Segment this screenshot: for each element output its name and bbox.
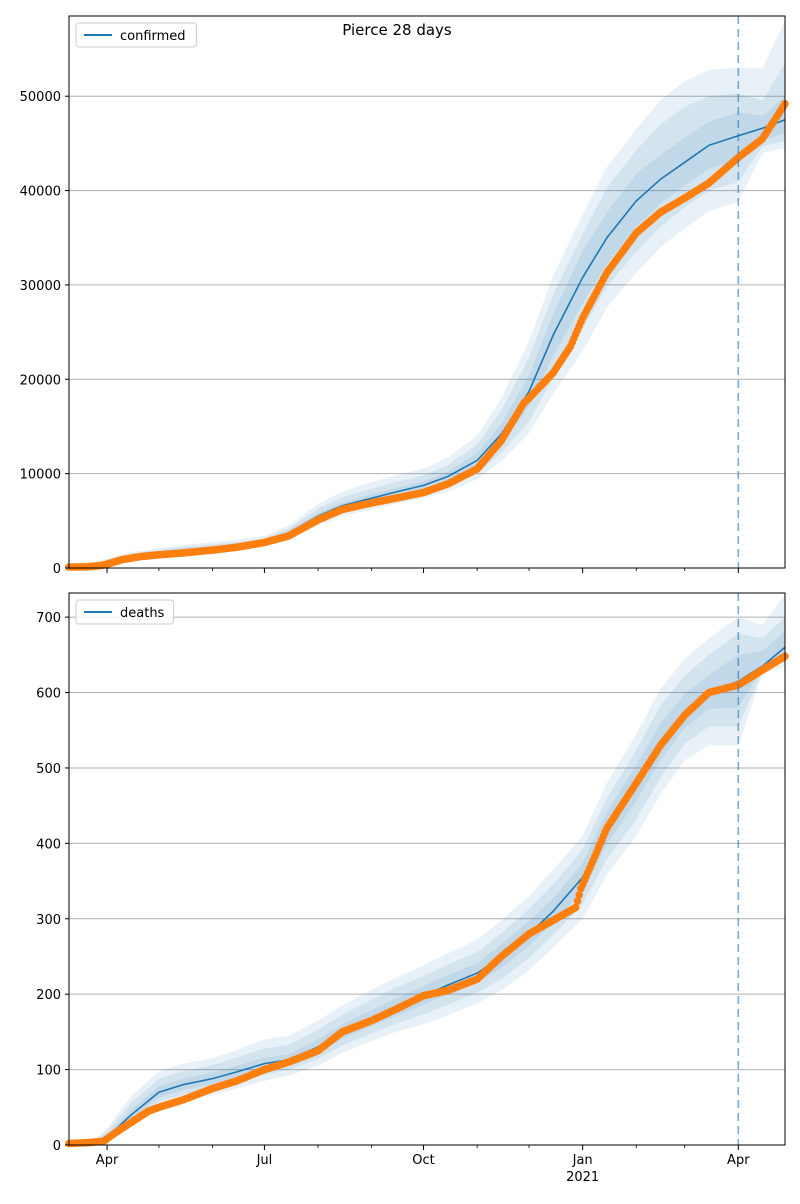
observed-point [573,897,582,905]
legend-box [75,22,197,48]
y-tick-label: 100 [36,1064,61,1079]
uncertainty-band [69,96,785,568]
confirmed-panel: 0 10000 20000 30000 40000 50000 confirmed [20,15,789,577]
x-tick-label: Jul [256,1153,273,1168]
legend-label: deaths [120,606,165,621]
x-tick-label: Oct [412,1153,434,1168]
y-tick-label: 40000 [20,185,61,200]
uncertainty-band [69,617,785,1145]
uncertainty-band [69,63,785,568]
legend-box [75,599,175,625]
uncertainty-band [69,630,785,1145]
y-tick-label: 0 [53,562,61,577]
y-tick-label: 500 [36,762,61,777]
y-tick-label: 20000 [20,373,61,388]
x-tick-sublabel: 2021 [566,1170,599,1185]
uncertainty-band [69,20,785,568]
x-tick-label: Jan [572,1153,593,1168]
legend: confirmed [75,22,197,48]
y-tick-label: 400 [36,837,61,852]
y-tick-label: 300 [36,913,61,928]
y-tick-label: 700 [36,611,61,626]
legend-label: confirmed [120,29,186,44]
y-tick-label: 50000 [20,90,61,105]
uncertainty-band [69,594,785,1145]
y-tick-label: 10000 [20,468,61,483]
axes-frame [68,15,786,569]
y-tick-label: 0 [53,1139,61,1154]
y-tick-label: 600 [36,687,61,702]
observed-point [571,903,580,912]
x-tick-label: Apr [727,1153,750,1168]
y-tick-label: 200 [36,988,61,1003]
observed-point [575,891,583,899]
legend: deaths [75,599,175,625]
figure-title: Pierce 28 days [342,21,452,39]
y-tick-label: 30000 [20,279,61,294]
x-tick-label: Apr [96,1153,119,1168]
axes-frame [68,592,786,1146]
deaths-panel: 0 100 200 300 400 500 600 700 Apr Jul Oct Jan 2021 Ap… [36,592,789,1185]
